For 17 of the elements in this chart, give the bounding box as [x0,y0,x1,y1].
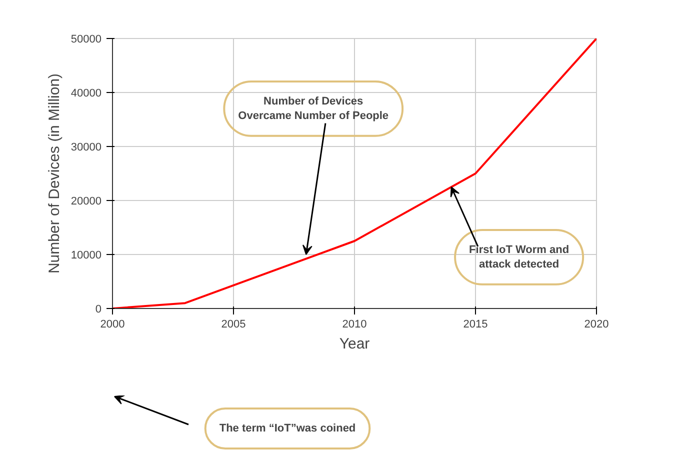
x-tick-label: 2005 [221,318,246,330]
x-axis-title: Year [339,336,370,352]
annotation: First IoT Worm and attack detected [469,244,570,270]
text: The term “IoT”was coined [219,422,356,434]
y-tick-label: 10000 [70,250,102,262]
y-tick-label: 40000 [70,88,102,100]
x-tick-label: 2010 [342,318,367,330]
y-tick-label: 0 [95,304,102,316]
x-tick-label: 2015 [463,318,488,330]
line-series [112,38,596,308]
y-tick-label: 20000 [70,196,102,208]
x-tick-label: 2000 [100,318,125,330]
y-tick-label: 50000 [70,34,102,46]
y-tick-label: 30000 [70,142,102,154]
x-tick-label: 2020 [584,318,609,330]
annotation: Number of Devices Overcame Number of People [238,96,389,122]
y-axis-title: Number of Devices (in Million) [46,73,63,274]
